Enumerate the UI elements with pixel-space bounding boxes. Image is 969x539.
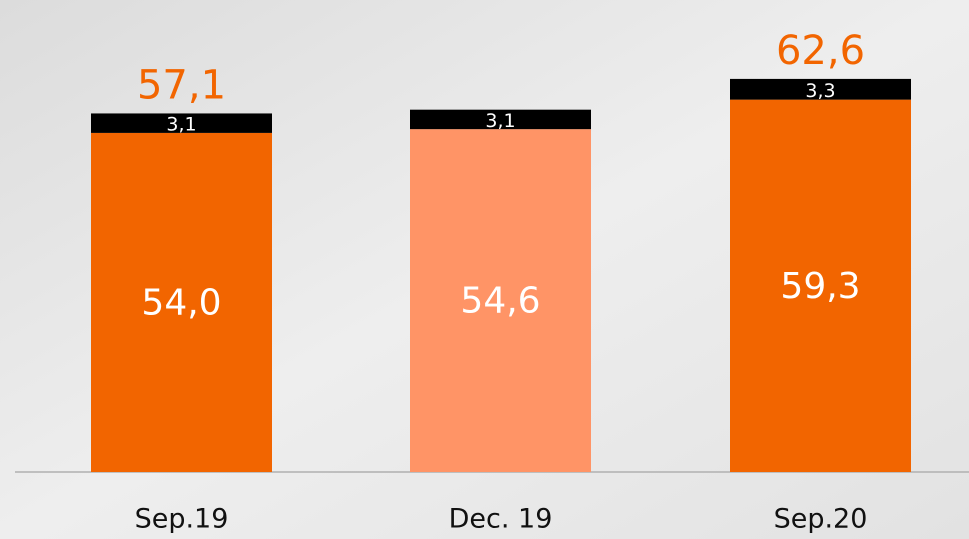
value-label: 3,3 [805, 80, 835, 102]
value-label: 54,0 [141, 282, 221, 323]
value-label: 3,1 [485, 110, 515, 132]
bar-segment [730, 78, 911, 100]
total-label: 62,6 [776, 28, 865, 74]
bar-segment [410, 129, 591, 473]
x-tick-label: Sep.19 [135, 504, 229, 535]
value-label: 54,6 [460, 281, 540, 322]
value-label: 3,1 [166, 114, 196, 136]
value-label: 59,3 [780, 266, 860, 307]
bar-segment [91, 113, 272, 133]
x-tick-label: Dec. 19 [449, 504, 553, 535]
total-label: 57,1 [137, 62, 226, 108]
bar-segment [730, 99, 911, 472]
bar-segment [410, 109, 591, 130]
bar-segment [91, 132, 272, 473]
x-tick-label: Sep.20 [774, 504, 868, 535]
